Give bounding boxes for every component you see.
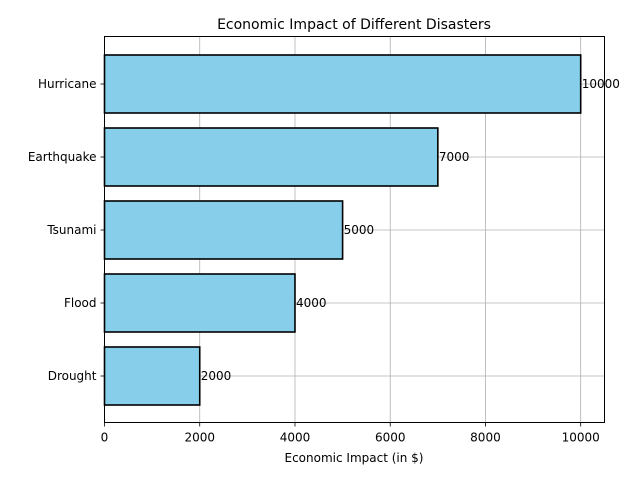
x-tick-label: 2000	[184, 431, 215, 445]
x-tick-label: 8000	[470, 431, 501, 445]
x-axis-label: Economic Impact (in $)	[285, 451, 424, 465]
bar-earthquake	[103, 127, 439, 187]
y-tick-label: Earthquake	[28, 150, 97, 164]
data-label: 7000	[439, 150, 470, 164]
x-tick-label: 4000	[280, 431, 311, 445]
bar-drought	[103, 346, 201, 406]
bar-hurricane	[103, 54, 582, 114]
bar-flood	[103, 273, 296, 333]
data-label: 4000	[296, 296, 327, 310]
data-label: 2000	[201, 369, 232, 383]
plot-frame	[104, 36, 605, 423]
x-tick-label: 10000	[562, 431, 600, 445]
y-tick-label: Hurricane	[38, 77, 97, 91]
x-tick-label: 6000	[375, 431, 406, 445]
y-tick-label: Tsunami	[46, 223, 96, 237]
data-label: 10000	[582, 77, 620, 91]
chart-title: Economic Impact of Different Disasters	[217, 17, 491, 33]
axis-ticks: 0 2000 4000 6000 8000 10000 Hurricane Earthquak…	[28, 77, 600, 445]
y-tick-label: Flood	[64, 296, 97, 310]
x-tick-label: 0	[101, 431, 109, 445]
data-label: 5000	[344, 223, 375, 237]
data-labels: 10000 7000 5000 4000 2000	[201, 77, 620, 383]
y-tick-label: Drought	[48, 369, 97, 383]
bar-tsunami	[103, 200, 344, 260]
